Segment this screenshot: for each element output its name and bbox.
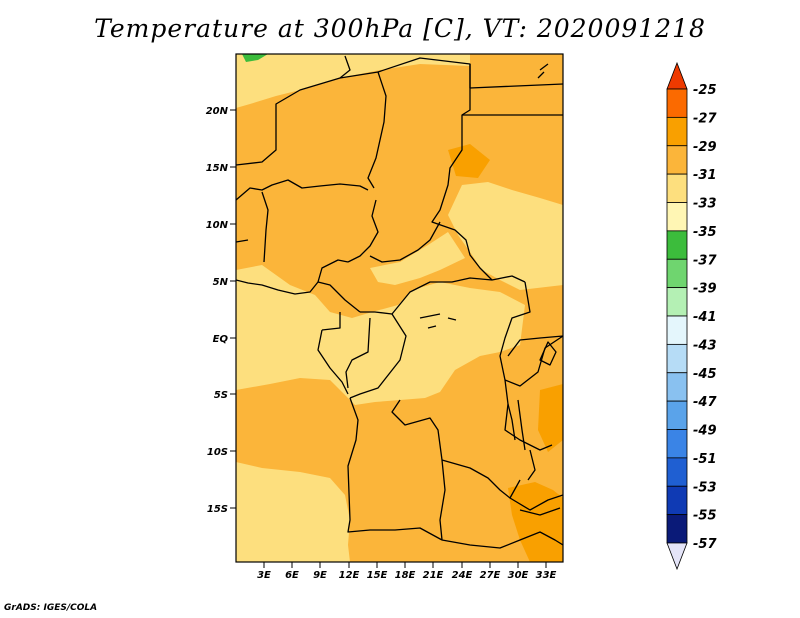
lat-tick-label: 10N <box>206 220 229 231</box>
field-region-light-east <box>448 182 563 290</box>
colorbar-label: -27 <box>693 111 717 126</box>
colorbar-box <box>666 287 688 317</box>
colorbar-label: -57 <box>693 537 717 552</box>
map-frame <box>235 53 564 563</box>
colorbar-box <box>666 258 688 289</box>
colorbar-labels: -25 -27 -29 -31 -33 -35 -37 -39 -41 -43 -45 -47 -49 -… <box>693 83 717 552</box>
lon-tick-label: 24E <box>452 570 473 581</box>
colorbar-label: -39 <box>693 282 717 297</box>
colorbar-label: -41 <box>693 310 717 325</box>
field-region-light-south <box>236 462 350 562</box>
grads-credit: GrADS: IGES/COLA <box>4 603 98 613</box>
lat-tick-label: 10S <box>207 447 228 458</box>
lon-tick-label: 12E <box>339 570 360 581</box>
field-region-dark-chad <box>448 144 490 178</box>
lon-tick-label: 33E <box>536 570 557 581</box>
colorbar-label: -33 <box>693 197 717 212</box>
colorbar-arrow-bottom <box>666 542 688 571</box>
field-region-light-north <box>236 54 470 108</box>
colorbar-label: -31 <box>693 168 717 183</box>
field-region-green <box>242 54 268 62</box>
colorbar-box <box>666 485 688 516</box>
lon-tick-label: 15E <box>367 570 388 581</box>
country-borders <box>236 55 563 549</box>
lat-tick-label: 20N <box>206 106 229 117</box>
lon-tick-label: 3E <box>257 570 271 581</box>
colorbar-label: -37 <box>693 253 717 268</box>
lat-tick-label: 15N <box>206 163 229 174</box>
colorbar-boxes <box>666 61 688 571</box>
lon-tick-label: 27E <box>480 570 501 581</box>
field-region-dark-east <box>538 384 563 452</box>
colorbar-box <box>666 429 688 459</box>
colorbar-label: -47 <box>693 395 717 410</box>
lon-tick-label: 18E <box>395 570 416 581</box>
colorbar-box <box>666 514 688 544</box>
colorbar-box <box>666 400 688 430</box>
lat-tick-label: 15S <box>207 504 228 515</box>
chart-title: Temperature at 300hPa [C], VT: 202009121… <box>94 14 706 43</box>
colorbar-box <box>666 343 688 374</box>
lat-tick-label: 5N <box>213 277 229 288</box>
colorbar-label: -51 <box>693 452 717 467</box>
field-region-light-center <box>370 232 465 285</box>
colorbar-label: -29 <box>693 140 717 155</box>
colorbar-box <box>666 202 688 232</box>
colorbar-arrow-top <box>666 61 688 90</box>
lon-tick-label: 30E <box>508 570 529 581</box>
colorbar-label: -55 <box>693 509 717 524</box>
colorbar-box <box>666 173 688 203</box>
lon-tick-label: 6E <box>285 570 299 581</box>
lat-tick-label: EQ <box>213 334 229 345</box>
latitude-axis: 20N 15N 10N 5N EQ 5S 10S 15S <box>206 106 236 515</box>
colorbar-label: -25 <box>693 83 717 98</box>
lon-tick-label: 21E <box>423 570 444 581</box>
colorbar-box <box>666 88 688 118</box>
colorbar-box <box>666 457 688 487</box>
temperature-field <box>236 54 563 562</box>
lon-tick-label: 9E <box>313 570 327 581</box>
field-region-light-west <box>236 265 525 405</box>
colorbar-box <box>666 230 688 260</box>
colorbar-label: -53 <box>693 480 717 495</box>
colorbar-label: -49 <box>693 424 717 439</box>
longitude-axis: 3E 6E 9E 12E 15E 18E 21E 24E 27E 30E 33E <box>257 562 557 581</box>
colorbar-box <box>666 116 688 147</box>
colorbar-box <box>666 372 688 402</box>
colorbar-label: -45 <box>693 367 717 382</box>
colorbar-label: -43 <box>693 338 717 353</box>
colorbar-label: -35 <box>693 225 717 240</box>
colorbar-box <box>666 315 688 345</box>
field-region-dark-southeast <box>508 482 563 562</box>
colorbar-box <box>666 145 688 175</box>
lat-tick-label: 5S <box>214 390 228 401</box>
